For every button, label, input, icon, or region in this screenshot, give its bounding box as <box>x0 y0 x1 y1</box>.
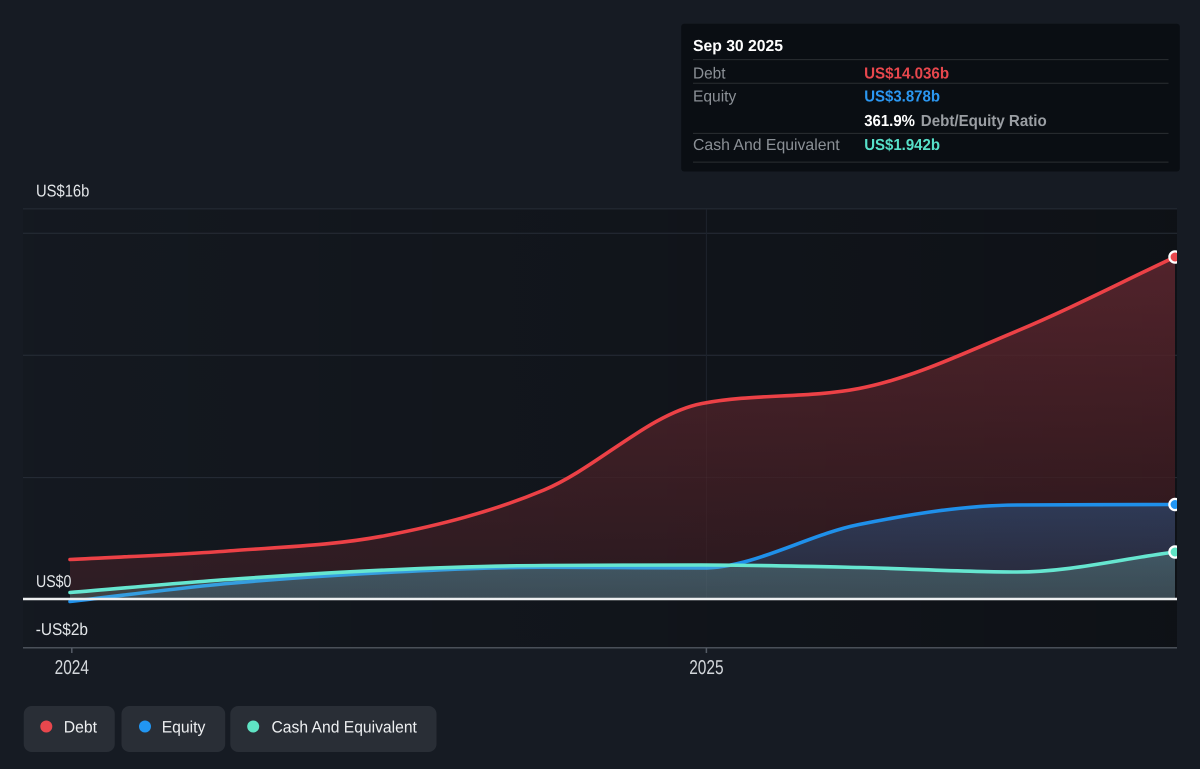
svg-text:Debt: Debt <box>693 65 726 82</box>
svg-text:2024: 2024 <box>55 657 89 679</box>
svg-text:US$16b: US$16b <box>36 182 89 201</box>
svg-text:Cash And Equivalent: Cash And Equivalent <box>272 719 418 737</box>
svg-text:Equity: Equity <box>162 719 206 737</box>
svg-text:US$14.036b: US$14.036b <box>864 65 949 82</box>
svg-text:US$3.878b: US$3.878b <box>864 89 940 106</box>
svg-text:US$1.942b: US$1.942b <box>864 137 940 154</box>
svg-text:Debt: Debt <box>64 719 98 737</box>
svg-text:2025: 2025 <box>689 657 723 679</box>
svg-text:US$0: US$0 <box>36 572 71 591</box>
svg-text:-US$2b: -US$2b <box>36 620 88 639</box>
svg-text:Sep 30 2025: Sep 30 2025 <box>693 38 783 55</box>
svg-text:361.9%: 361.9% <box>864 113 915 130</box>
svg-text:Debt/Equity Ratio: Debt/Equity Ratio <box>921 113 1047 130</box>
svg-text:Equity: Equity <box>693 89 736 106</box>
svg-text:Cash And Equivalent: Cash And Equivalent <box>693 137 840 154</box>
